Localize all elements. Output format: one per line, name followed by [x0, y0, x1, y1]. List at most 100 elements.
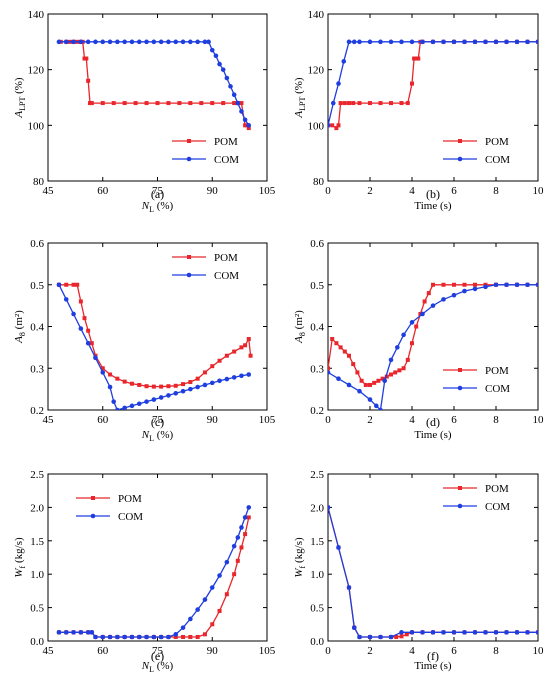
x-tick-label: 8	[493, 645, 499, 657]
panel-d: 0 2 4 6 8 10 0.2 0.3 0.4 0.5 0.6 Time (s) A8 (m²) POM…	[293, 238, 544, 441]
y-tick-label: 1.5	[30, 536, 44, 548]
data-point-pom	[188, 634, 193, 639]
legend-label-com: COM	[485, 383, 510, 395]
data-point-com	[235, 100, 241, 106]
data-point-com	[328, 505, 331, 510]
data-point-pom	[199, 101, 204, 106]
data-point-com	[209, 585, 215, 590]
data-point-pom	[336, 123, 341, 128]
legend: POM COM	[172, 136, 239, 166]
data-point-com	[231, 375, 237, 380]
data-point-com	[409, 39, 415, 45]
data-point-com	[395, 345, 400, 350]
data-point-com	[173, 632, 179, 637]
data-point-pom	[338, 345, 343, 350]
data-point-pom	[166, 384, 171, 389]
data-point-pom	[393, 370, 398, 375]
data-point-com	[122, 39, 127, 45]
data-point-com	[115, 39, 120, 45]
data-point-com	[188, 616, 193, 622]
data-point-com	[71, 630, 76, 635]
data-point-pom	[380, 376, 385, 381]
data-point-com	[357, 388, 362, 394]
series-group	[56, 505, 252, 640]
data-point-com	[166, 39, 171, 45]
y-tick-label: 0.0	[30, 636, 44, 648]
data-point-com	[85, 630, 91, 635]
data-point-com	[63, 630, 69, 635]
data-point-com	[409, 630, 415, 635]
data-point-pom	[166, 101, 171, 106]
data-point-pom	[342, 349, 347, 354]
data-point-pom	[86, 328, 91, 333]
series-group	[328, 39, 538, 131]
data-point-pom	[75, 282, 80, 287]
data-point-pom	[243, 343, 248, 348]
data-point-pom	[71, 282, 76, 287]
data-point-com	[122, 405, 127, 410]
data-point-com	[378, 634, 383, 640]
data-point-com	[107, 384, 113, 390]
x-axis-label: Time (s)	[414, 200, 452, 212]
data-point-pom	[363, 382, 368, 387]
data-point-com	[136, 634, 142, 640]
data-point-com	[330, 100, 336, 106]
data-point-com	[217, 61, 222, 67]
data-point-com	[441, 630, 446, 635]
panel-c: 45 60 75 90 105 0.2 0.3 0.4 0.5 0.6 NL (%) A8 (m²) P…	[13, 238, 276, 443]
data-point-pom	[202, 370, 207, 375]
data-point-pom	[195, 634, 200, 639]
y-tick-label: 0.5	[30, 280, 44, 292]
data-point-pom	[412, 56, 417, 61]
data-point-com	[195, 607, 200, 612]
data-point-com	[420, 311, 425, 317]
data-point-com	[525, 630, 530, 635]
x-tick-label: 0	[325, 185, 331, 197]
data-point-com	[346, 39, 352, 45]
data-point-pom	[239, 101, 244, 106]
data-point-com	[374, 403, 379, 409]
data-point-com	[472, 286, 478, 292]
data-point-pom	[100, 101, 105, 106]
data-point-com	[378, 407, 383, 410]
y-tick-label: 0.4	[310, 322, 324, 334]
data-point-pom	[195, 376, 200, 381]
data-point-com	[202, 597, 208, 602]
data-point-pom	[108, 372, 113, 377]
data-point-pom	[473, 282, 477, 287]
legend-label-pom: POM	[485, 365, 509, 377]
x-tick-label: 4	[409, 414, 415, 426]
data-point-pom	[137, 382, 142, 387]
data-point-pom	[246, 126, 251, 131]
data-point-com	[441, 39, 446, 45]
data-point-com	[173, 39, 179, 45]
data-point-com	[514, 282, 520, 288]
data-point-com	[357, 39, 362, 45]
data-point-pom	[232, 349, 237, 354]
data-point-com	[89, 630, 95, 635]
data-point-com	[93, 634, 98, 640]
y-axis-label: Wf (kg/s)	[13, 537, 27, 578]
series-group	[328, 282, 538, 410]
data-point-com	[144, 39, 149, 45]
data-point-com	[388, 357, 394, 363]
x-tick-label: 60	[97, 185, 109, 197]
data-point-pom	[78, 299, 83, 304]
x-tick-label: 105	[259, 414, 276, 426]
panel-label: (c)	[151, 415, 164, 429]
data-point-pom	[232, 101, 237, 106]
legend-marker-pom	[458, 486, 462, 490]
data-point-com	[514, 630, 520, 635]
data-point-pom	[389, 372, 393, 377]
legend-label-pom: POM	[118, 493, 142, 505]
data-point-com	[136, 39, 142, 45]
data-point-com	[351, 625, 357, 630]
data-point-com	[78, 326, 84, 331]
data-point-pom	[378, 101, 383, 106]
data-point-com	[158, 39, 164, 45]
legend: POM COM	[172, 252, 239, 282]
data-point-pom	[328, 366, 330, 371]
data-point-pom	[397, 368, 402, 373]
y-tick-label: 0.5	[310, 280, 324, 292]
data-point-com	[483, 630, 488, 635]
